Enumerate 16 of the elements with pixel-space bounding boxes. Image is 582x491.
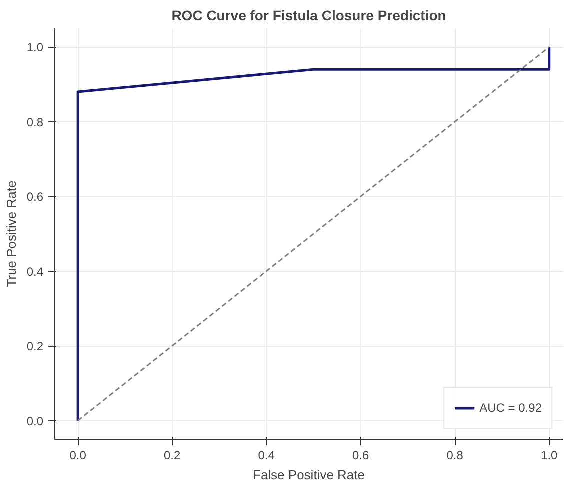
- y-tick-label: 0.0: [26, 414, 44, 428]
- x-tick-label: 1.0: [541, 448, 558, 462]
- legend-label: AUC = 0.92: [480, 401, 542, 415]
- y-tick-label: 0.6: [26, 190, 44, 204]
- x-axis-title: False Positive Rate: [253, 468, 366, 482]
- x-tick-label: 0.4: [258, 448, 276, 462]
- x-tick-label: 0.0: [70, 448, 87, 462]
- y-tick-label: 0.4: [26, 264, 44, 279]
- y-tick-label: 0.8: [26, 115, 44, 130]
- x-tick-label: 0.6: [352, 448, 370, 462]
- x-tick-label: 0.2: [164, 448, 181, 462]
- x-tick-label: 0.8: [446, 448, 464, 462]
- y-tick-label: 1.0: [26, 40, 44, 55]
- y-tick-label: 0.2: [26, 340, 44, 354]
- y-axis-title: True Positive Rate: [4, 180, 19, 288]
- chart-title: ROC Curve for Fistula Closure Prediction: [172, 8, 446, 24]
